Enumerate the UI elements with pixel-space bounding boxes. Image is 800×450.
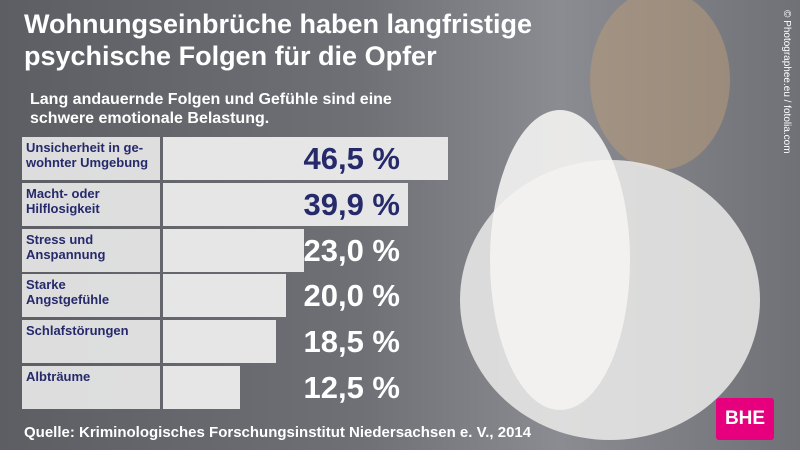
bar	[163, 366, 240, 409]
category-label: Macht- oder Hilflosigkeit	[22, 182, 160, 226]
category-label: Albträume	[22, 366, 160, 409]
value-label: 46,5 %	[303, 141, 400, 176]
chart-title: Wohnungseinbrüche haben langfristige psy…	[24, 9, 533, 71]
bar	[163, 182, 408, 226]
value-label: 23,0 %	[303, 232, 400, 268]
category-label: Unsicherheit in ge- wohnter Umgebung	[22, 137, 160, 180]
value-label: 18,5 %	[303, 324, 400, 360]
logo: BHE	[716, 398, 774, 440]
value-label: 39,9 %	[303, 186, 400, 222]
category-label: Starke Angstgefühle	[22, 274, 160, 318]
category-label: Schlafstörungen	[22, 320, 160, 364]
bar	[163, 228, 304, 272]
value-label: 12,5 %	[303, 370, 400, 405]
source: Quelle: Kriminologisches Forschungsinsti…	[24, 424, 532, 441]
bar	[163, 320, 277, 364]
category-label: Stress und Anspannung	[22, 228, 160, 272]
value-label: 20,0 %	[303, 278, 400, 314]
chart-subtitle: Lang andauernde Folgen und Gefühle sind …	[30, 91, 392, 127]
bar	[163, 137, 449, 180]
bar	[163, 274, 286, 318]
photo-credit: © Photographee.eu / fotolia.com	[781, 10, 792, 154]
